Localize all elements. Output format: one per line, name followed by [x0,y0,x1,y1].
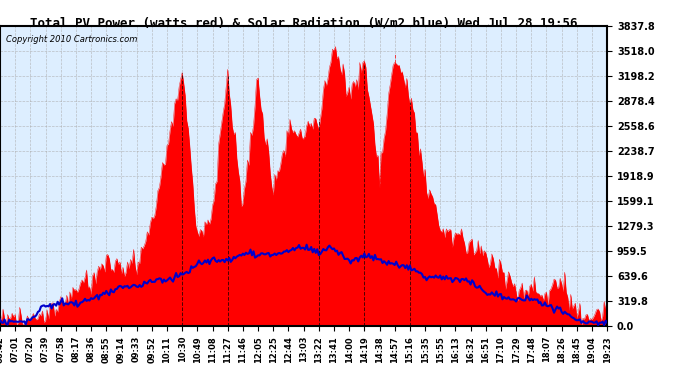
Text: Total PV Power (watts red) & Solar Radiation (W/m2 blue) Wed Jul 28 19:56: Total PV Power (watts red) & Solar Radia… [30,17,578,30]
Text: Copyright 2010 Cartronics.com: Copyright 2010 Cartronics.com [6,35,137,44]
